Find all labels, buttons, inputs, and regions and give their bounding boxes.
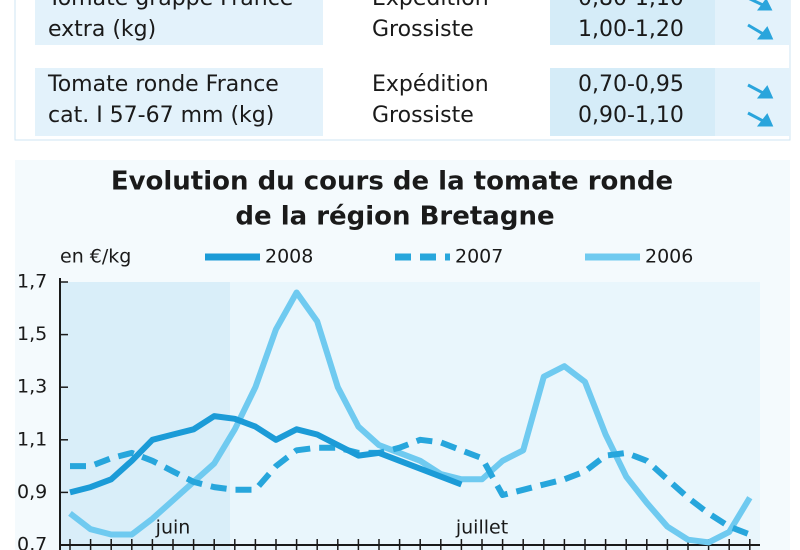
market: Grossiste [372, 103, 474, 128]
chart-title: de la région Bretagne [235, 202, 554, 232]
x-tick-label: juin [155, 517, 191, 539]
trend-arrows [747, 0, 774, 127]
y-tick-label: 1,1 [17, 428, 47, 450]
legend-label: 2008 [265, 246, 313, 268]
price-band [550, 68, 715, 136]
plot-band [60, 282, 230, 550]
market: Expédition [372, 72, 489, 97]
y-tick-label: 1,7 [17, 271, 47, 293]
price-band [550, 0, 715, 45]
price: 0,90-1,10 [578, 103, 684, 128]
product-name: Tomate ronde France [47, 72, 279, 97]
y-tick-label: 1,3 [17, 376, 47, 398]
row-band [35, 0, 323, 45]
row-band [715, 68, 790, 136]
product-name: Tomate grappe France [47, 0, 293, 11]
y-tick-label: 0,9 [17, 481, 47, 503]
row-band [323, 68, 550, 136]
series-line [68, 289, 753, 546]
chart-title: Evolution du cours de la tomate ronde [111, 167, 673, 197]
price: 0,80-1,10 [578, 0, 684, 11]
series-line [70, 436, 751, 538]
plot: 0,7 0,9 1,1 1,3 1,5 1,7 juin juillet [17, 271, 760, 550]
legend-label: 2006 [645, 246, 693, 268]
market: Grossiste [372, 17, 474, 42]
price: 0,70-0,95 [578, 72, 684, 97]
y-tick-label: 0,7 [17, 534, 47, 550]
series-line [69, 413, 463, 496]
row-band [715, 0, 790, 45]
table: Tomate grappe France Expédition 0,80-1,10 e… [47, 0, 684, 128]
row-band [35, 68, 323, 136]
market: Expédition [372, 0, 489, 11]
y-axis-label: en €/kg [60, 246, 131, 268]
x-tick-label: juillet [455, 517, 508, 539]
legend-label: 2007 [455, 246, 503, 268]
price: 1,00-1,20 [578, 17, 684, 42]
plot-band [230, 282, 760, 550]
product-name: extra (kg) [48, 17, 156, 42]
row-band [323, 0, 550, 45]
product-name: cat. I 57-67 mm (kg) [48, 103, 274, 128]
y-tick-label: 1,5 [17, 323, 47, 345]
